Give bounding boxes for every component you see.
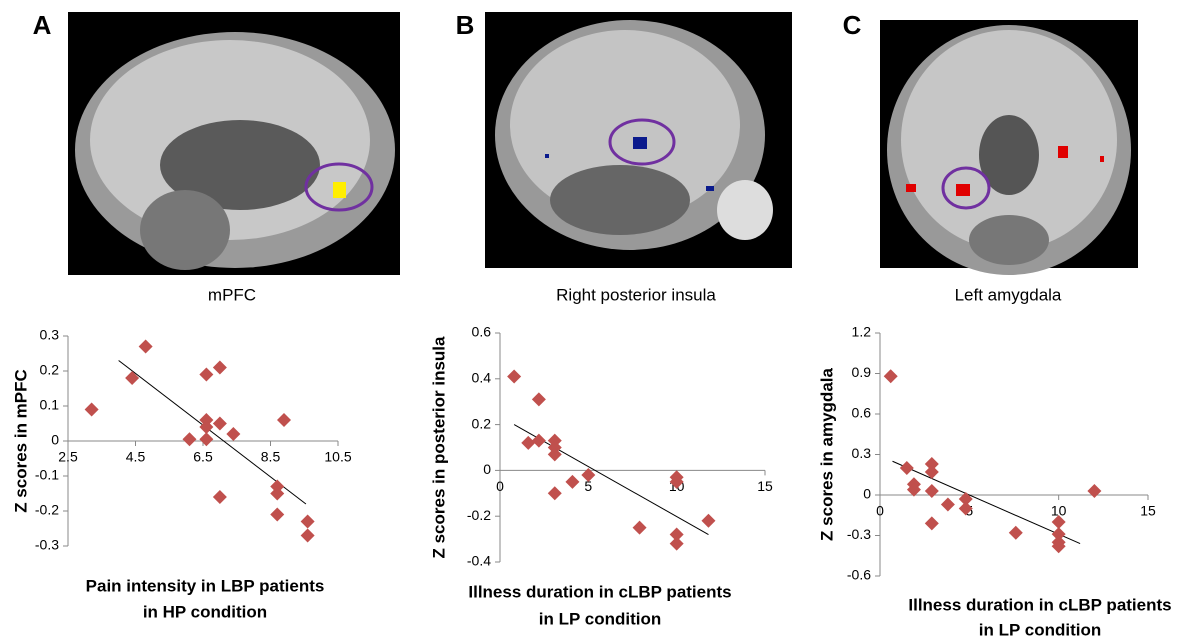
x-tick-label: 15 xyxy=(1140,503,1156,519)
point xyxy=(1009,526,1023,540)
point xyxy=(925,484,939,498)
point xyxy=(213,490,227,504)
y-tick-label: 0 xyxy=(51,432,59,448)
point xyxy=(941,497,955,511)
point xyxy=(670,537,684,551)
point xyxy=(270,508,284,522)
image-caption: mPFC xyxy=(208,285,256,304)
y-tick-label: -0.3 xyxy=(35,537,59,553)
x-axis-title: in LP condition xyxy=(979,620,1101,639)
y-tick-label: 0.9 xyxy=(852,364,872,380)
point xyxy=(139,340,153,354)
panel-label: C xyxy=(843,10,862,40)
point xyxy=(507,370,521,384)
point xyxy=(900,461,914,475)
y-tick-label: 0.4 xyxy=(472,370,492,386)
y-tick-label: 0.6 xyxy=(472,324,492,340)
brain-image xyxy=(68,12,400,275)
point xyxy=(548,486,562,500)
point xyxy=(301,515,315,529)
point xyxy=(199,368,213,382)
y-tick-label: 1.2 xyxy=(852,324,872,340)
page: {"chart_data": [ {"type": "scatter", "pa… xyxy=(0,0,1194,639)
y-tick-label: -0.2 xyxy=(467,507,491,523)
point xyxy=(301,529,315,543)
x-axis-title: in HP condition xyxy=(143,602,267,621)
y-axis-title: Z scores in posterior insula xyxy=(429,336,448,559)
x-tick-label: 15 xyxy=(757,478,773,494)
x-axis-title: Illness duration in cLBP patients xyxy=(908,595,1171,614)
x-tick-label: 0 xyxy=(496,478,504,494)
point xyxy=(183,432,197,446)
point xyxy=(277,413,291,427)
x-axis-title: in LP condition xyxy=(539,609,661,628)
y-tick-label: 0.3 xyxy=(40,327,60,343)
point xyxy=(85,403,99,417)
y-tick-label: 0.2 xyxy=(40,362,60,378)
image-caption: Right posterior insula xyxy=(556,285,716,304)
y-tick-label: -0.6 xyxy=(847,567,871,583)
figure: AmPFC 0.3 0.2 0.1 0 -0.1 -0.2 -0.3 2.5 4.5 6.5 8.5 1… xyxy=(0,0,1194,639)
point xyxy=(701,514,715,528)
point xyxy=(532,392,546,406)
panel-label: A xyxy=(33,10,52,40)
y-tick-label: -0.2 xyxy=(35,502,59,518)
y-tick-label: 0 xyxy=(863,486,871,502)
point xyxy=(199,432,213,446)
point xyxy=(226,427,240,441)
y-tick-label: -0.4 xyxy=(467,553,491,569)
point xyxy=(565,475,579,489)
x-tick-label: 6.5 xyxy=(193,449,213,465)
point xyxy=(1087,484,1101,498)
image-caption: Left amygdala xyxy=(955,285,1062,304)
y-tick-label: 0.1 xyxy=(40,397,60,413)
x-axis-title: Illness duration in cLBP patients xyxy=(468,582,731,601)
x-tick-label: 2.5 xyxy=(58,449,78,465)
y-tick-label: -0.1 xyxy=(35,467,59,483)
x-tick-label: 8.5 xyxy=(261,449,281,465)
brain-image xyxy=(880,20,1138,275)
point xyxy=(925,516,939,530)
y-tick-label: 0 xyxy=(483,461,491,477)
y-axis-title: Z scores in mPFC xyxy=(11,369,30,513)
point xyxy=(213,417,227,431)
y-tick-label: 0.2 xyxy=(472,415,492,431)
y-tick-label: -0.3 xyxy=(847,526,871,542)
point xyxy=(125,371,139,385)
y-axis-title: Z scores in amygdala xyxy=(817,368,836,541)
point xyxy=(925,465,939,479)
x-axis-title: Pain intensity in LBP patients xyxy=(86,576,325,595)
y-tick-label: 0.3 xyxy=(852,445,872,461)
point xyxy=(633,521,647,535)
point xyxy=(521,436,535,450)
x-tick-label: 0 xyxy=(876,503,884,519)
x-tick-label: 10.5 xyxy=(324,449,351,465)
point xyxy=(884,369,898,383)
brain-image xyxy=(485,12,792,268)
point xyxy=(213,361,227,375)
x-tick-label: 4.5 xyxy=(126,449,146,465)
y-tick-label: 0.6 xyxy=(852,405,872,421)
panel-label: B xyxy=(456,10,475,40)
